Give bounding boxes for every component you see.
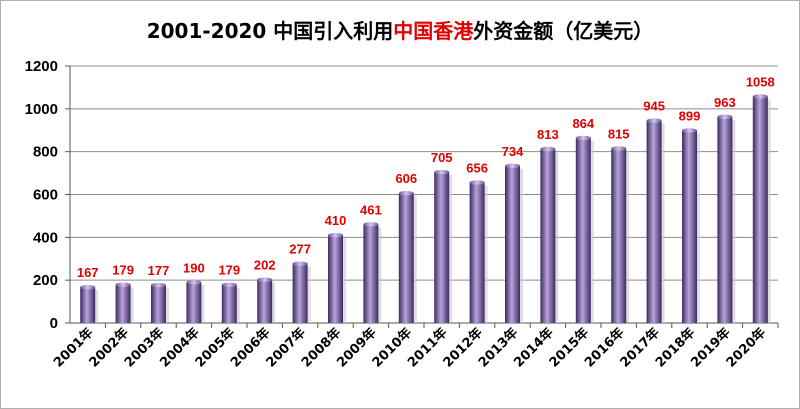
bar-cap — [186, 280, 202, 285]
value-labels: 167 179 177 190 179 202 277 410 461 606 705 656 734 8… — [77, 74, 775, 280]
value-label-2008年: 410 — [325, 213, 347, 228]
bar-cap — [505, 163, 520, 169]
value-label-2003年: 177 — [148, 263, 170, 278]
bar-2011年 — [434, 172, 450, 323]
value-label-2002年: 179 — [112, 263, 134, 278]
value-label-2010年: 606 — [395, 171, 417, 186]
bar-cap — [80, 285, 96, 290]
bar-cap — [646, 118, 662, 123]
bar-cap — [398, 191, 414, 196]
y-tick-label: 200 — [33, 272, 58, 289]
y-tick-label: 800 — [33, 144, 58, 161]
bar-2003年 — [151, 285, 166, 323]
bar-2009年 — [363, 224, 379, 323]
bar-cap — [151, 282, 166, 288]
bar-cap — [292, 261, 308, 266]
value-label-2015年: 864 — [572, 116, 594, 131]
bar-cap — [752, 94, 768, 99]
bar-2016年 — [611, 148, 627, 323]
bar-cap — [257, 277, 273, 282]
chart-title-part-1: 中国香港 — [393, 19, 474, 43]
value-label-2013年: 734 — [502, 144, 524, 159]
value-label-2014年: 813 — [537, 127, 559, 142]
value-label-2001年: 167 — [77, 265, 99, 280]
y-tick-label: 1200 — [25, 58, 58, 75]
bar-2017年 — [646, 120, 662, 323]
bar-cap — [611, 146, 627, 151]
value-label-2011年: 705 — [431, 150, 453, 165]
bar-2001年 — [80, 287, 96, 323]
bar-cap — [575, 135, 591, 141]
bar-2020年 — [752, 96, 768, 323]
bar-2010年 — [398, 193, 414, 323]
y-tick-label: 600 — [33, 187, 58, 204]
axes — [65, 65, 779, 328]
chart-title-part-2: 外资金额（亿美元） — [473, 19, 653, 43]
bar-2004年 — [186, 282, 202, 323]
bar-2008年 — [328, 235, 343, 323]
bar-cap — [434, 169, 450, 175]
bar-2007年 — [292, 263, 308, 323]
value-label-2009年: 461 — [360, 202, 382, 217]
chart-title: 2001-2020 中国引入利用中国香港外资金额（亿美元） — [147, 19, 654, 43]
chart-title-part-0: 2001-2020 中国引入利用 — [147, 19, 394, 43]
bar-cap — [540, 146, 556, 152]
value-label-2019年: 963 — [714, 95, 736, 110]
y-tick-label: 1000 — [25, 101, 58, 118]
y-tick-label: 400 — [33, 229, 58, 246]
value-label-2016年: 815 — [608, 126, 630, 141]
value-label-2017年: 945 — [643, 99, 665, 114]
value-label-2004年: 190 — [183, 260, 205, 275]
bar-cap — [363, 222, 379, 227]
bar-cap — [717, 114, 733, 119]
bar-2013年 — [505, 165, 520, 323]
value-label-2007年: 277 — [289, 242, 311, 257]
bars — [80, 94, 771, 323]
bar-2014年 — [540, 148, 556, 323]
bar-2015年 — [575, 137, 591, 323]
bar-cap — [115, 282, 131, 287]
bar-cap — [328, 232, 343, 238]
value-label-2018年: 899 — [679, 108, 701, 123]
value-label-2006年: 202 — [254, 258, 276, 273]
bar-cap — [221, 282, 237, 287]
y-tick-labels: 0 200 400 600 800 1000 1200 — [25, 58, 58, 332]
bar-2012年 — [469, 182, 485, 323]
bar-2019年 — [717, 116, 733, 323]
bar-cap — [469, 180, 485, 185]
bar-2018年 — [682, 130, 697, 323]
bar-2006年 — [257, 279, 273, 323]
value-label-2005年: 179 — [218, 263, 240, 278]
bar-2005年 — [221, 284, 237, 323]
y-tick-label: 0 — [50, 315, 58, 332]
value-label-2020年: 1058 — [746, 74, 775, 89]
bar-2002年 — [115, 284, 131, 323]
value-label-2012年: 656 — [466, 161, 488, 176]
bar-cap — [682, 128, 697, 133]
